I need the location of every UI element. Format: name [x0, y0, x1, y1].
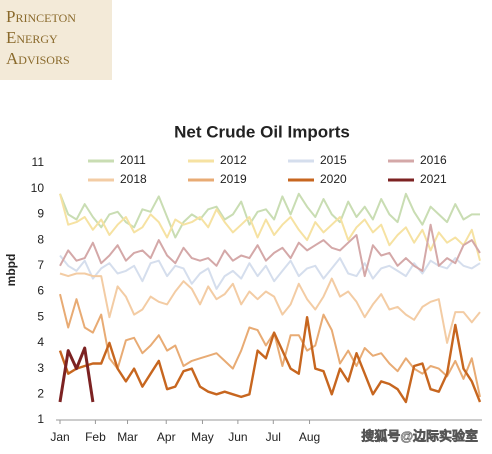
y-tick-label: 2	[37, 386, 44, 400]
y-tick-label: 11	[32, 155, 45, 169]
y-tick-label: 3	[37, 361, 44, 375]
series-line	[59, 223, 481, 278]
y-axis-label: mbpd	[4, 254, 18, 287]
y-tick-label: 1	[37, 412, 44, 426]
legend-label: 2018	[120, 172, 147, 186]
x-tick-label: Feb	[85, 430, 106, 444]
y-tick-label: 6	[37, 284, 44, 298]
series-line	[59, 192, 480, 239]
x-tick-label: Jan	[50, 430, 69, 444]
x-tick-label: Mar	[117, 430, 138, 444]
logo-line: Princeton	[6, 7, 76, 26]
x-tick-label: Jul	[266, 430, 281, 444]
legend-label: 2016	[420, 153, 447, 167]
y-tick-label: 9	[37, 207, 44, 221]
legend-label: 2012	[220, 153, 247, 167]
legend-label: 2021	[420, 172, 447, 186]
y-tick-label: 8	[37, 232, 44, 246]
y-tick-label: 7	[37, 258, 44, 272]
x-tick-label: Apr	[157, 430, 176, 444]
series-line	[59, 193, 481, 261]
logo: Princeton Energy Advisors	[0, 0, 112, 80]
x-tick-label: May	[191, 430, 214, 444]
logo-line: Energy	[6, 28, 58, 47]
x-tick-label: Jun	[228, 430, 247, 444]
legend-label: 2015	[320, 153, 347, 167]
legend-label: 2020	[320, 172, 347, 186]
series-line	[59, 293, 481, 398]
legend-label: 2019	[220, 172, 247, 186]
series-line	[58, 346, 95, 403]
y-tick-label: 10	[31, 181, 45, 195]
legend-label: 2011	[120, 153, 146, 167]
y-tick-label: 5	[37, 309, 44, 323]
y-tick-label: 4	[37, 335, 44, 349]
series-line	[59, 272, 481, 344]
x-tick-label: Aug	[299, 430, 320, 444]
series-line	[59, 254, 481, 290]
logo-line: Advisors	[6, 49, 70, 68]
series-line	[58, 316, 482, 404]
watermark: 搜狐号@边际实验室	[361, 428, 478, 443]
chart-title: Net Crude Oil Imports	[174, 122, 350, 141]
